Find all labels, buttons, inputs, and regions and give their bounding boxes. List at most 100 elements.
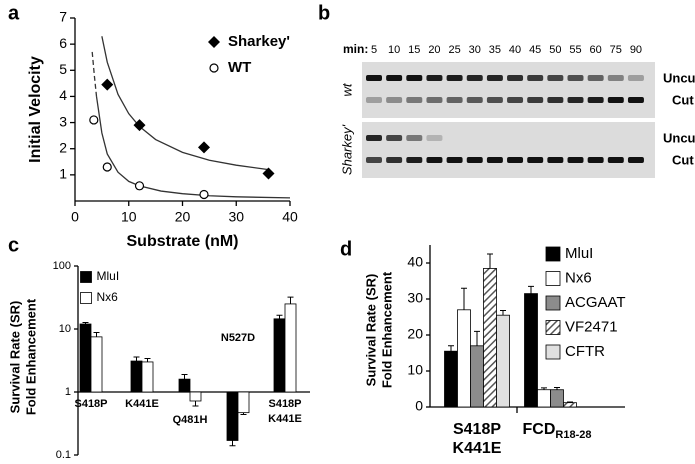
y-axis-label: Initial Velocity: [27, 56, 44, 163]
legend-swatch: [545, 271, 561, 286]
lane-label: 5: [371, 44, 377, 56]
error-bar: [448, 345, 454, 352]
y-axis-label: Survival Rate (SR): [7, 301, 22, 414]
x-axis-label: Substrate (nM): [127, 233, 239, 250]
bar: [284, 303, 297, 393]
y-axis-label: Survival Rate (SR): [363, 274, 378, 387]
gel-band: [547, 157, 564, 163]
category-label: K441E: [453, 440, 502, 457]
gel-band: [587, 97, 604, 103]
y-tick-label: 1: [59, 166, 67, 182]
bar: [237, 391, 250, 414]
gel-band: [627, 97, 644, 103]
lane-label: 10: [388, 44, 400, 56]
panel-letter: b: [318, 2, 330, 24]
bar: [178, 378, 191, 393]
bar: [226, 391, 239, 441]
bar: [130, 360, 143, 393]
panel-letter: c: [8, 234, 19, 256]
gel-band: [507, 157, 524, 163]
error-bar: [144, 358, 151, 362]
error-bar: [567, 401, 573, 403]
legend-swatch: [80, 271, 92, 283]
gel-band: [446, 157, 463, 163]
category-label: S418P: [453, 421, 501, 438]
gel-band: [627, 157, 644, 163]
error-bar: [487, 253, 493, 269]
lane-label: 30: [469, 44, 481, 56]
panel-letter: d: [340, 238, 352, 260]
lane-label: 20: [428, 44, 440, 56]
gel-band: [567, 75, 584, 81]
gel-band: [446, 97, 463, 103]
data-point: [262, 167, 275, 180]
gel-band: [607, 97, 624, 103]
gel-band: [426, 75, 443, 81]
bar: [550, 389, 564, 408]
gel-band: [366, 97, 382, 103]
gel-band: [527, 75, 544, 81]
gel-band: [406, 157, 423, 163]
error-bar: [528, 285, 534, 294]
lane-label: 25: [448, 44, 460, 56]
lane-label: 60: [590, 44, 602, 56]
y-tick-label: 2: [59, 139, 67, 155]
gel-band: [527, 157, 544, 163]
band-label: Uncut: [663, 130, 695, 145]
gel-band: [386, 75, 403, 81]
bar: [444, 350, 458, 408]
x-tick-label: 0: [71, 209, 79, 225]
category-label: N527D: [221, 332, 255, 344]
gel-band: [507, 75, 524, 81]
gel-band: [587, 75, 604, 81]
gel-band: [406, 97, 423, 103]
bar: [273, 318, 286, 393]
lane-label: 45: [529, 44, 541, 56]
row-label: Sharkey': [339, 124, 354, 175]
category-label-subscript: R18-28: [555, 429, 591, 441]
gel-band: [547, 75, 564, 81]
gel-image: [362, 62, 655, 118]
error-bar: [474, 330, 480, 346]
y-tick-label: 20: [407, 326, 423, 342]
legend-marker: [208, 36, 220, 48]
category-label: K441E: [125, 398, 159, 410]
data-point: [134, 181, 145, 191]
gel-band: [366, 157, 382, 163]
band-label: Cut: [672, 152, 694, 167]
legend-swatch: [545, 246, 561, 262]
gel-band: [567, 97, 584, 103]
gel-band: [486, 75, 503, 81]
lane-label: 35: [489, 44, 501, 56]
lane-label: 75: [610, 44, 622, 56]
error-bar: [82, 321, 89, 325]
legend-label: MluI: [97, 269, 120, 283]
bar: [483, 267, 497, 408]
lane-label: 90: [630, 44, 642, 56]
gel-band: [406, 135, 423, 141]
band-label: Uncut: [663, 70, 695, 85]
y-tick-label: 1: [65, 386, 71, 398]
gel-band: [466, 75, 483, 81]
legend-label: WT: [228, 59, 251, 76]
gel-band: [627, 75, 644, 81]
error-bar: [541, 387, 547, 390]
gel-band: [406, 75, 423, 81]
error-bar: [287, 296, 294, 304]
x-tick-label: 30: [228, 209, 244, 225]
y-tick-label: 100: [53, 260, 71, 272]
lane-label: 15: [408, 44, 420, 56]
category-label: K441E: [268, 413, 302, 425]
legend-label: VF2471: [565, 318, 618, 335]
gel-band: [507, 97, 524, 103]
gel-band: [486, 97, 503, 103]
gel-band: [547, 97, 564, 103]
legend-swatch: [545, 344, 561, 360]
legend-swatch: [545, 295, 561, 311]
gel-band: [466, 97, 483, 103]
gel-band: [607, 157, 624, 163]
gel-band: [527, 97, 544, 103]
fit-curve: [101, 36, 269, 171]
bar: [496, 314, 510, 408]
